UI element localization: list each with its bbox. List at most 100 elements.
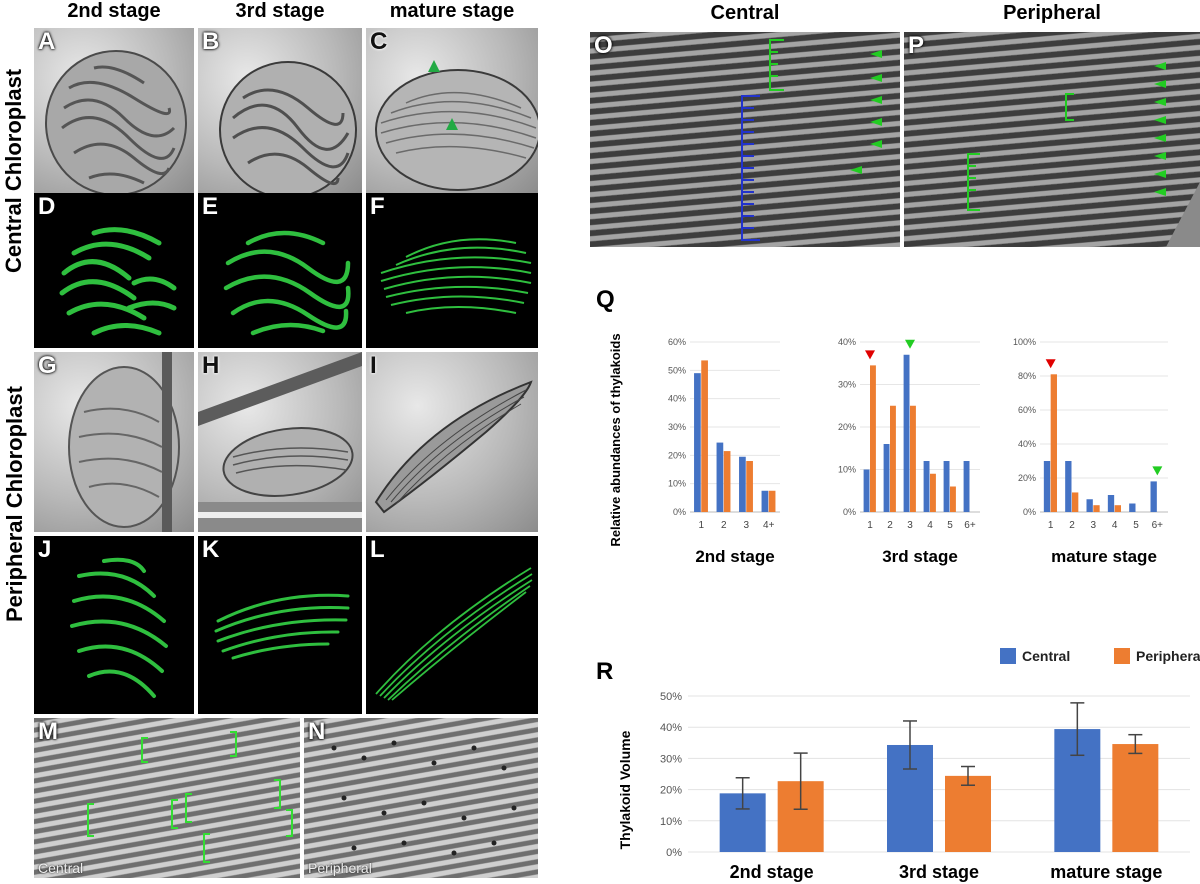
panel-m-em-image: M Central [34,718,300,878]
column-header-3rd-stage: 3rd stage [235,0,325,22]
panel-e-3d-model: E [198,193,362,348]
panel-n-caption: Peripheral [308,860,372,876]
thylakoid-3d-render [59,227,177,336]
bar [1129,503,1136,512]
panel-letter-m: M [38,718,58,745]
arrow-icon [870,96,882,104]
x-tick-label: 6+ [1152,520,1164,531]
thylakoid-3d-render [214,593,350,660]
chloroplast-drawing [375,60,538,191]
bar [910,405,916,512]
panel-letter-p: P [908,32,925,59]
panel-letter-q: Q [596,286,615,313]
y-tick-label: 40% [1018,439,1036,449]
panel-letter-l: L [370,536,385,563]
x-tick-label: 5 [947,520,953,531]
y-tick-label: 20% [838,422,856,432]
panel-j-3d-model: J [34,536,194,714]
chart-r-thylakoid-volume: Thylakoid Volume 0% 10% 20% 30% 40% 50% 2nd st… [617,648,1200,882]
x-tick-label: 1 [1048,520,1054,531]
column-header-central: Central [710,2,780,24]
y-tick-label: 0% [673,507,686,517]
arrow-icon [870,74,882,82]
thylakoid-3d-render [223,230,351,336]
y-tick-label: 30% [668,422,686,432]
panel-letter-h: H [202,352,220,379]
subchart-title: 2nd stage [695,547,774,566]
bar [746,461,753,512]
arrow-icon [870,118,882,126]
q-subchart: 0% 20% 40% 60% 80% 100% 1 2 3 4 5 6+ mature stage [1013,337,1168,566]
bar [863,469,870,512]
bar [963,461,970,512]
x-tick-label: 3 [1091,520,1097,531]
x-tick-label: 4+ [763,520,775,531]
thylakoid-3d-render [375,567,533,701]
chloroplast-drawing [198,352,362,532]
y-tick-label: 40% [660,722,682,734]
grana-annotation [741,39,882,241]
bar [1107,495,1115,512]
chloroplast-drawing [219,61,357,193]
q-subchart: 0% 10% 20% 30% 40% 1 2 3 4 5 6+ 3rd stage [838,337,980,566]
y-tick-label: 30% [838,380,856,390]
panel-b-em-image: B [198,28,362,193]
y-tick-label: 10% [668,479,686,489]
panel-a-em-image: A [34,28,194,193]
panel-m-caption: Central [38,860,84,876]
panel-k-3d-model: K [198,536,362,714]
x-tick-label: 2 [1069,520,1075,531]
x-tick-label: 1 [867,520,873,531]
bar [943,461,950,512]
panel-letter-i: I [370,352,377,379]
column-header-peripheral: Peripheral [1003,2,1101,24]
bar [945,775,991,852]
legend-swatch [1000,648,1016,664]
arrowhead-icon [428,60,440,72]
panel-letter-r: R [596,658,614,685]
chloroplast-drawing [45,50,187,193]
y-tick-label: 60% [668,337,686,347]
panel-letter-b: B [202,28,220,55]
y-tick-label: 0% [843,507,856,517]
panel-letter-f: F [370,193,385,220]
bar [930,473,936,512]
legend-swatch [1114,648,1130,664]
subchart-title: 3rd stage [882,547,958,566]
panel-letter-a: A [38,28,56,55]
x-tick-label: 6+ [964,520,976,531]
q-subchart: 0% 10% 20% 30% 40% 50% 60% 1 2 3 4+ 2nd stage [668,337,780,566]
arrow-icon [850,166,862,174]
arrow-icon [1154,98,1166,106]
bar [870,365,876,512]
bar [1050,374,1057,512]
panel-i-em-image: I [366,352,538,532]
y-tick-label: 50% [668,365,686,375]
legend-label: Central [1022,648,1070,664]
y-tick-label: 100% [1013,337,1036,347]
grana-brackets [87,731,293,863]
bar [701,360,708,512]
chloroplast-drawing [68,352,180,532]
arrow-icon [870,140,882,148]
green-marker-icon [1152,466,1163,476]
y-tick-label: 0% [1023,507,1036,517]
row-header-central-chloroplast: Central Chloroplast [1,68,26,273]
y-tick-label: 10% [838,465,856,475]
panel-letter-o: O [594,32,613,59]
bar [1072,492,1079,512]
bar [923,461,930,512]
chart-q-ylabel: Relative abundances of thylakoids [608,333,623,546]
arrow-icon [1154,116,1166,124]
y-tick-label: 20% [660,785,682,797]
panel-letter-n: N [308,718,326,745]
arrow-icon [1154,62,1166,70]
x-tick-label: 2 [887,520,893,531]
bar [716,442,724,512]
arrow-icon [1154,170,1166,178]
green-marker-icon [905,339,915,349]
subchart-title: mature stage [1051,547,1157,566]
plastoglobuli-texture [331,740,517,856]
chloroplast-drawing [374,380,533,514]
red-marker-icon [1045,359,1056,369]
